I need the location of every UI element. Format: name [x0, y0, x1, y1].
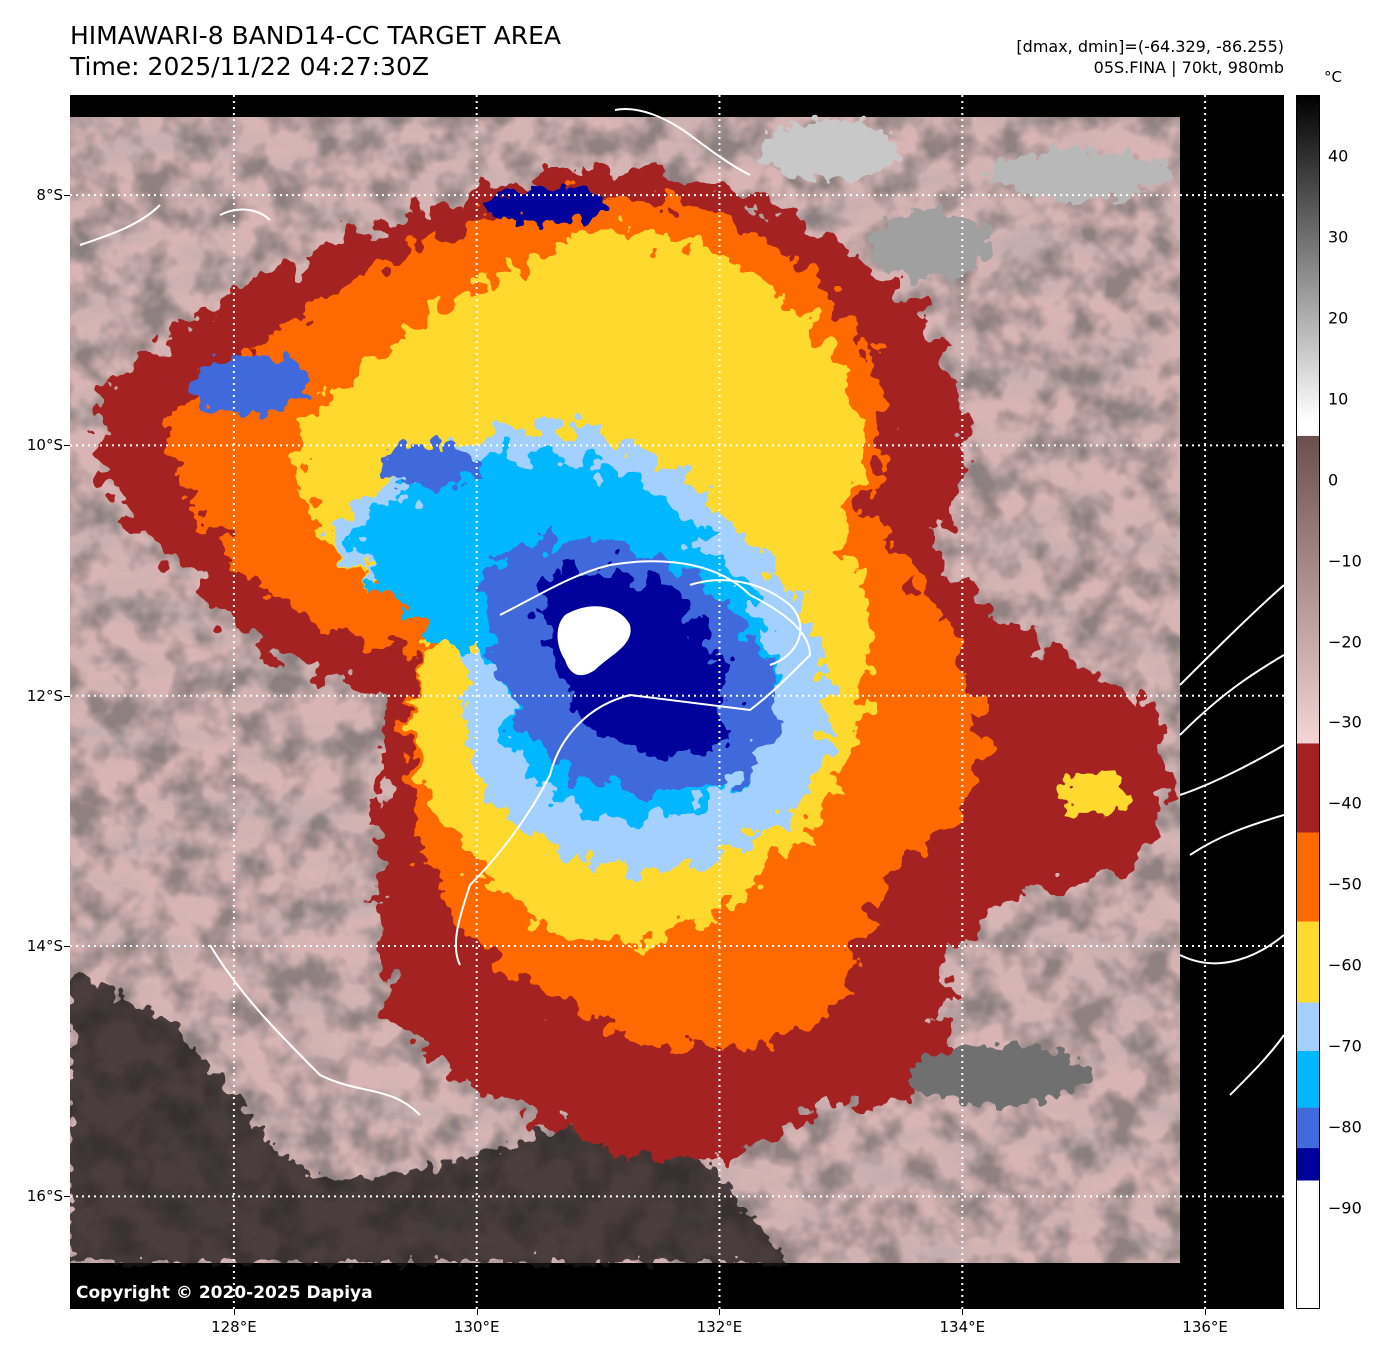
chart-title: HIMAWARI-8 BAND14-CC TARGET AREA Time: 2…	[70, 20, 561, 82]
colorbar-tick-label: −70	[1328, 1036, 1362, 1056]
colorbar-tick-label: 40	[1328, 146, 1349, 166]
warm-surface-region	[70, 975, 790, 1263]
colorbar	[1296, 95, 1320, 1309]
colorbar-swatches	[1297, 96, 1319, 1308]
graticule	[70, 95, 1284, 1309]
lon-tick-label: 132°E	[696, 1318, 743, 1336]
colorbar-segment	[1297, 743, 1319, 833]
clear-sky-patches	[760, 120, 1170, 1105]
lat-tick-label: 12°S	[26, 686, 63, 705]
satellite-image-panel: Copyright © 2020-2025 Dapiya	[70, 95, 1284, 1309]
lon-tick-label: 128°E	[211, 1318, 257, 1336]
colorbar-tick-label: −40	[1328, 793, 1362, 813]
colorbar-tick-label: −50	[1328, 874, 1362, 894]
lon-tick	[719, 1309, 721, 1315]
lat-tick	[64, 445, 70, 447]
colorbar-segment	[1297, 1051, 1319, 1109]
copyright-notice: Copyright © 2020-2025 Dapiya	[76, 1283, 373, 1303]
lat-tick-label: 14°S	[26, 937, 63, 956]
meta-line-1: [dmax, dmin]=(-64.329, -86.255)	[1016, 37, 1284, 56]
lat-tick-label: 16°S	[26, 1187, 63, 1206]
colorbar-segment	[1297, 1180, 1319, 1308]
colorbar-tick-label: 10	[1328, 389, 1349, 409]
colorbar-tick-label: 20	[1328, 308, 1349, 328]
colorbar-tick-label: −80	[1328, 1117, 1362, 1137]
colorbar-tick-label: −20	[1328, 632, 1362, 652]
title-line-1: HIMAWARI-8 BAND14-CC TARGET AREA	[70, 21, 562, 50]
lat-tick-label: 10°S	[26, 436, 63, 455]
colorbar-tick-label: −10	[1328, 551, 1362, 571]
lon-tick	[476, 1309, 478, 1315]
lat-tick	[64, 195, 70, 197]
colorbar-tick-label: −30	[1328, 712, 1362, 732]
colorbar-tick-label: 0	[1328, 470, 1339, 490]
colorbar-segment	[1297, 921, 1319, 1003]
lon-tick-label: 130°E	[453, 1318, 500, 1336]
lon-tick	[962, 1309, 964, 1315]
satellite-map	[70, 95, 1284, 1309]
colorbar-tick-label: −90	[1328, 1198, 1362, 1218]
coastlines	[79, 108, 1284, 1116]
lat-tick	[64, 1196, 70, 1198]
lat-tick	[64, 695, 70, 697]
colorbar-segment	[1297, 1002, 1319, 1052]
colorbar-segment	[1297, 1148, 1319, 1182]
colorbar-unit: °C	[1324, 68, 1342, 86]
colorbar-segment	[1297, 1107, 1319, 1149]
storm-meta: [dmax, dmin]=(-64.329, -86.255) 05S.FINA…	[1016, 36, 1284, 78]
colorbar-tick-label: −60	[1328, 955, 1362, 975]
colorbar-segment	[1297, 832, 1319, 923]
storm-coldest-core	[557, 606, 631, 676]
colorbar-tick-label: 30	[1328, 227, 1349, 247]
meta-line-2: 05S.FINA | 70kt, 980mb	[1093, 58, 1284, 77]
colorbar-segment	[1297, 96, 1319, 421]
lat-tick-label: 8°S	[36, 186, 63, 205]
colorbar-segment	[1297, 435, 1319, 744]
lon-tick-label: 134°E	[939, 1318, 986, 1336]
lon-tick-label: 136°E	[1182, 1318, 1228, 1336]
title-line-2: Time: 2025/11/22 04:27:30Z	[70, 52, 429, 81]
cold-cloud-pockets	[190, 187, 1130, 817]
lat-tick	[64, 946, 70, 948]
lon-tick	[233, 1309, 235, 1315]
lon-tick	[1205, 1309, 1207, 1315]
